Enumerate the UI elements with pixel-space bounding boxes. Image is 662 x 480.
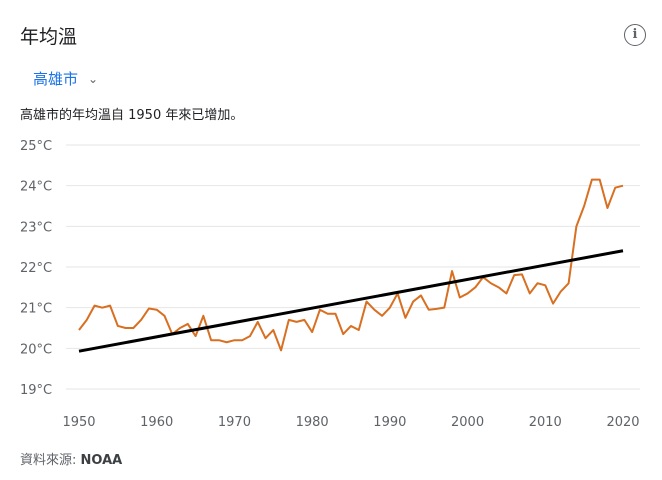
y-tick-label: 21°C <box>20 302 52 317</box>
x-tick-label: 1970 <box>218 415 251 430</box>
y-tick-label: 23°C <box>20 220 52 235</box>
y-tick-label: 24°C <box>20 180 52 195</box>
y-tick-label: 20°C <box>20 342 52 357</box>
temperature-line <box>78 178 624 352</box>
description: 高雄市的年均溫自 1950 年來已增加。 <box>20 108 244 123</box>
info-icon[interactable]: i <box>624 24 646 46</box>
location-dropdown[interactable]: 高雄市 ⌄ <box>33 68 98 89</box>
source: 資料來源: NOAA <box>20 449 122 468</box>
x-tick-label: 1990 <box>373 415 406 430</box>
y-tick-label: 22°C <box>20 261 52 276</box>
x-tick-label: 1960 <box>140 415 173 430</box>
location-label: 高雄市 <box>33 70 79 88</box>
x-tick-label: 1950 <box>62 415 95 430</box>
x-tick-label: 2020 <box>606 415 639 430</box>
source-name: NOAA <box>80 453 123 468</box>
x-tick-label: 2000 <box>451 415 484 430</box>
y-tick-label: 25°C <box>20 139 52 154</box>
y-tick-label: 19°C <box>20 383 52 398</box>
chevron-down-icon: ⌄ <box>88 71 99 86</box>
x-tick-label: 1980 <box>296 415 329 430</box>
trend-line <box>78 249 624 353</box>
source-label: 資料來源: <box>20 453 77 468</box>
card-title: 年均溫 <box>20 26 78 48</box>
line-chart: 19°C 20°C 21°C 22°C 23°C 24°C 25°C 1950 1960 1970… <box>20 139 640 430</box>
x-tick-label: 2010 <box>529 415 562 430</box>
